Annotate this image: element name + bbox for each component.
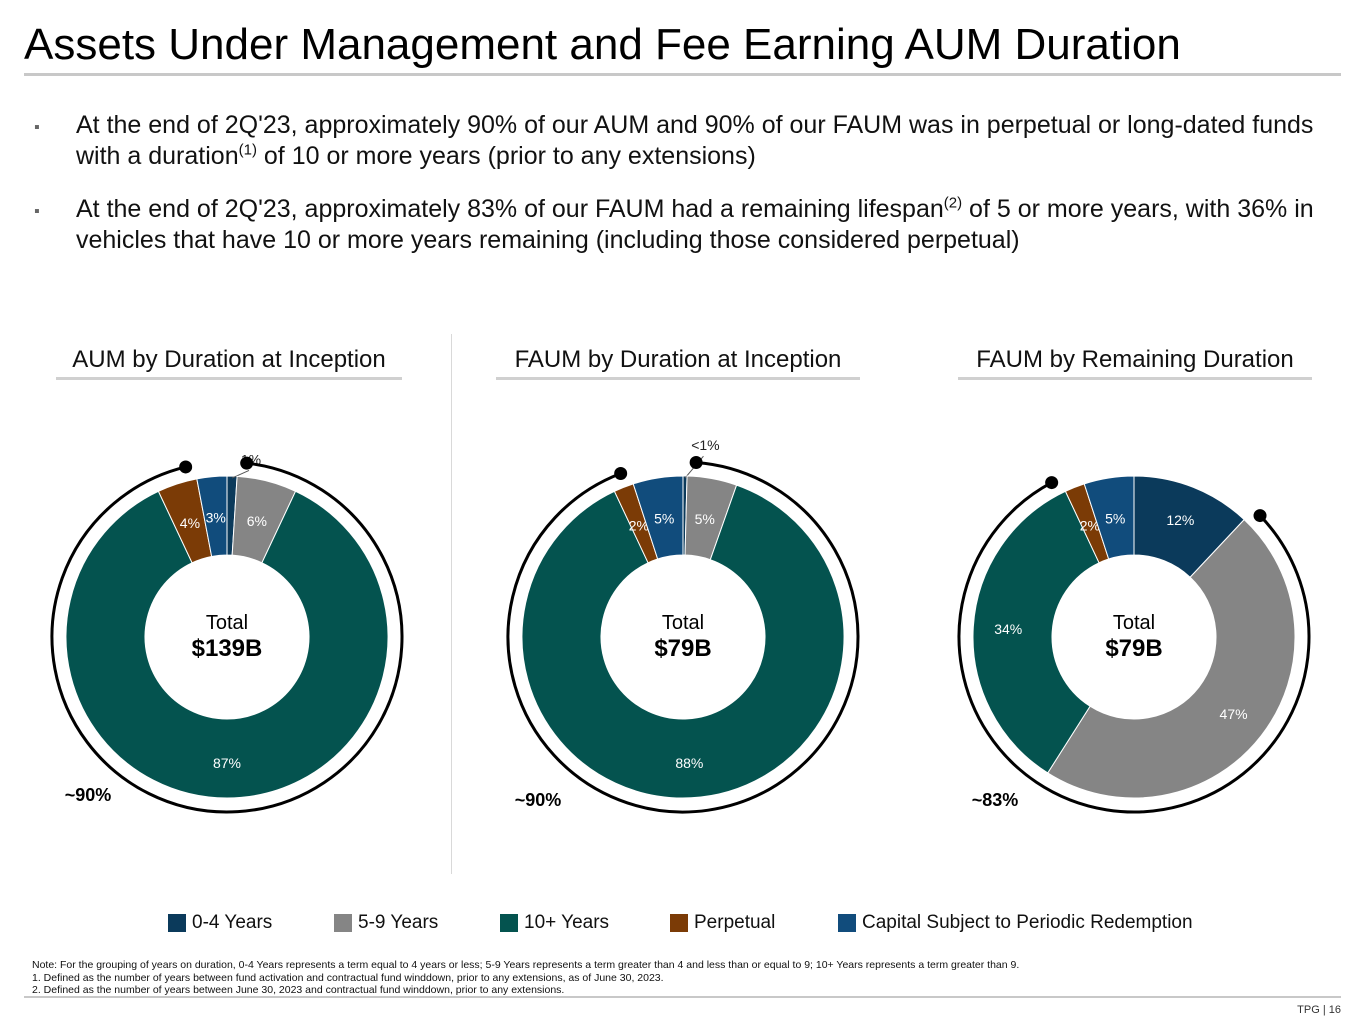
page-number: TPG | 16 (1297, 1004, 1341, 1016)
bracket-percent-label: ~90% (515, 790, 562, 810)
donut-slice-capital-subject-to-periodic-redemption (1083, 475, 1135, 560)
donut-slice-5-9-years (1047, 518, 1296, 799)
footnote-2: 2. Defined as the number of years betwee… (32, 984, 565, 996)
bullet-text: of 5 or more years, with 36% in vehicles… (76, 195, 1314, 254)
bullet-text: At the end of 2Q'23, approximately 90% o… (76, 111, 1314, 170)
bracket-arc (957, 481, 1311, 814)
center-total-label: Total (662, 612, 704, 634)
slice-label: 34% (994, 621, 1022, 637)
slice-label: 2% (1080, 517, 1100, 533)
slice-label: 4% (180, 515, 200, 531)
slice-label: 12% (1166, 512, 1194, 528)
slice-label: 2% (629, 517, 649, 533)
chart-divider (451, 334, 452, 874)
legend-swatch (838, 914, 856, 932)
bracket-endpoint (1253, 509, 1267, 523)
slice-label: 47% (1220, 706, 1248, 722)
legend-item-0-4-years: 0-4 Years (168, 912, 272, 934)
footnote-ref: (1) (238, 141, 257, 159)
bracket-endpoint (689, 455, 703, 469)
legend-swatch (334, 914, 352, 932)
legend-label: 10+ Years (524, 912, 610, 933)
slice-label: 5% (1105, 510, 1125, 526)
donut-slice-10-years (65, 490, 389, 799)
donut-slice-capital-subject-to-periodic-redemption (196, 475, 228, 558)
bullet-item: ▪ At the end of 2Q'23, approximately 90%… (30, 110, 1340, 172)
slice-label: 5% (654, 510, 674, 526)
legend-swatch (670, 914, 688, 932)
bracket-percent-label: ~90% (65, 785, 112, 805)
legend-item-perpetual: Perpetual (670, 912, 775, 934)
legend-label: 5-9 Years (358, 912, 439, 933)
bullet-text: of 10 or more years (prior to any extens… (256, 142, 756, 170)
footnotes: Note: For the grouping of years on durat… (32, 959, 1332, 997)
bullet-marker: ▪ (34, 119, 40, 136)
slice-label: <1% (691, 437, 719, 453)
slice-label: 3% (206, 510, 226, 526)
legend-item-10-plus-years: 10+ Years (500, 912, 609, 934)
donut-slice-10-years (972, 490, 1100, 774)
donut-slice-capital-subject-to-periodic-redemption (632, 475, 684, 560)
bracket-arc (506, 460, 860, 814)
callout-line (231, 469, 250, 479)
legend-swatch (500, 914, 518, 932)
bracket-endpoint (1045, 476, 1059, 490)
bullet-list: ▪ At the end of 2Q'23, approximately 90%… (30, 110, 1340, 278)
slice-label: 87% (213, 755, 241, 771)
chart-title-faum-inception: FAUM by Duration at Inception (496, 346, 860, 380)
legend-label: Perpetual (694, 912, 776, 933)
legend: 0-4 Years 5-9 Years 10+ Years Perpetual … (0, 912, 1365, 936)
legend-item-5-9-years: 5-9 Years (334, 912, 438, 934)
bracket-endpoint (179, 460, 193, 474)
donut-slice-10-years (521, 484, 845, 799)
bracket-arc (50, 461, 404, 814)
center-total-value: $79B (654, 635, 711, 662)
footnote-1: 1. Defined as the number of years betwee… (32, 971, 664, 984)
legend-item-periodic-redemption: Capital Subject to Periodic Redemption (838, 912, 1193, 934)
legend-label: Capital Subject to Periodic Redemption (862, 912, 1193, 933)
legend-label: 0-4 Years (192, 912, 273, 933)
bullet-marker: ▪ (34, 203, 40, 220)
chart-title-aum-inception: AUM by Duration at Inception (56, 346, 402, 380)
slice-label: 5% (695, 511, 715, 527)
title-divider (24, 73, 1341, 76)
bracket-endpoint (614, 466, 628, 480)
center-total-label: Total (206, 612, 248, 634)
bullet-text: At the end of 2Q'23, approximately 83% o… (76, 195, 944, 223)
footnote-ref: (2) (943, 194, 963, 212)
bullet-item: ▪ At the end of 2Q'23, approximately 83%… (30, 194, 1340, 256)
slice-label: 88% (675, 755, 703, 771)
center-total-value: $79B (1105, 635, 1162, 662)
bracket-percent-label: ~83% (972, 790, 1019, 810)
center-total-value: $139B (192, 635, 263, 662)
legend-swatch (168, 914, 186, 932)
bracket-endpoint (240, 456, 254, 470)
slice-label: 6% (247, 513, 267, 529)
page-title: Assets Under Management and Fee Earning … (24, 20, 1181, 69)
chart-title-faum-remaining: FAUM by Remaining Duration (958, 346, 1312, 380)
footer-divider (24, 996, 1341, 998)
center-total-label: Total (1113, 612, 1155, 634)
footnote-general: Note: For the grouping of years on durat… (32, 959, 1020, 971)
